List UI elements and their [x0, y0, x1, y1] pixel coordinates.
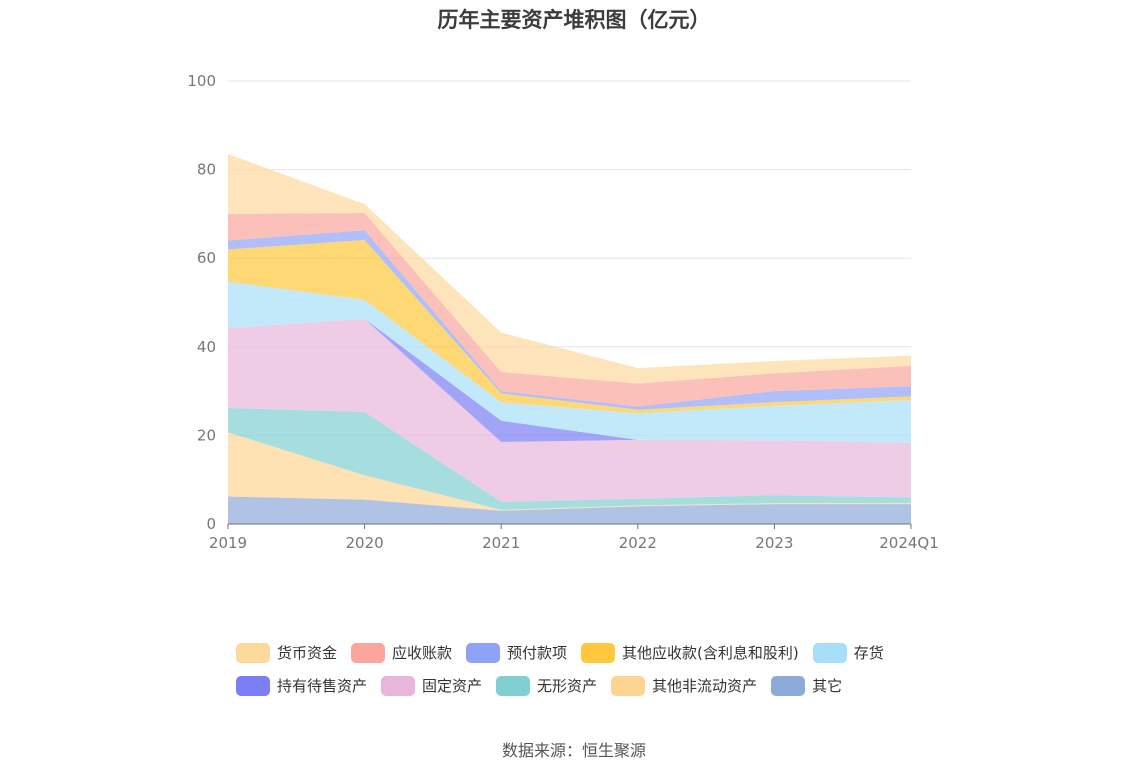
y-tick-label: 100 [187, 72, 216, 90]
x-tick-label: 2022 [619, 534, 657, 552]
area-series-其他非流动资产 [228, 432, 911, 511]
legend-label: 其他非流动资产 [652, 677, 758, 695]
legend-swatch [611, 675, 646, 696]
legend-label: 预付款项 [507, 644, 568, 662]
legend-item[interactable]: 应收账款 [351, 642, 452, 663]
x-tick-label: 2024Q1 [879, 534, 939, 552]
legend-swatch [466, 642, 501, 663]
x-tick-label: 2023 [755, 534, 793, 552]
y-tick-label: 20 [197, 426, 216, 444]
legend-label: 其他应收款(含利息和股利) [622, 644, 799, 662]
legend-swatch [771, 675, 806, 696]
legend-item[interactable]: 预付款项 [466, 642, 567, 663]
legend-label: 应收账款 [392, 644, 453, 662]
legend-row: 货币资金 应收账款 预付款项 其他应收款(含利息和股利) 存货 [236, 636, 936, 669]
legend-swatch [236, 642, 270, 663]
legend-label: 其它 [812, 677, 843, 695]
area-series-预付款项 [228, 230, 911, 410]
chart-title: 历年主要资产堆积图（亿元） [437, 8, 711, 32]
y-tick-label: 80 [197, 161, 216, 179]
stacked-area-chart: 0 20 40 60 80 100 2019 2020 2021 2022 2023 2024Q1 [187, 72, 938, 552]
x-tick-label: 2020 [346, 534, 384, 552]
legend-item[interactable]: 存货 [812, 642, 884, 663]
legend-item[interactable]: 无形资产 [496, 675, 597, 696]
x-tick-label: 2019 [209, 534, 247, 552]
area-series-存货 [228, 281, 911, 443]
legend-label: 存货 [853, 644, 884, 662]
legend-row: 持有待售资产 固定资产 无形资产 其他非流动资产 其它 [236, 669, 936, 702]
legend-swatch [236, 675, 270, 696]
y-tick-label: 40 [197, 338, 216, 356]
area-series-应收账款 [228, 213, 911, 407]
legend-swatch [812, 642, 847, 663]
area-series-货币资金 [228, 154, 911, 384]
legend-swatch [496, 675, 531, 696]
legend-label: 固定资产 [422, 677, 483, 695]
area-series-无形资产 [228, 407, 911, 510]
legend-label: 无形资产 [537, 677, 598, 695]
area-series-其他应收款(含利息和股利) [228, 240, 911, 414]
legend-item[interactable]: 其他非流动资产 [611, 675, 757, 696]
legend: 货币资金 应收账款 预付款项 其他应收款(含利息和股利) 存货 持有待售资产 固定资产 无形… [236, 636, 936, 702]
area-series-固定资产 [228, 318, 911, 502]
legend-swatch [351, 642, 386, 663]
legend-item[interactable]: 货币资金 [236, 642, 337, 663]
legend-label: 持有待售资产 [277, 677, 368, 695]
legend-item[interactable]: 其他应收款(含利息和股利) [581, 642, 799, 663]
x-tick-label: 2021 [482, 534, 520, 552]
legend-item[interactable]: 持有待售资产 [236, 675, 367, 696]
axis-layer: 0 20 40 60 80 100 2019 2020 2021 2022 2023 2024Q1 [187, 72, 938, 552]
area-series-layer [228, 154, 911, 524]
legend-swatch [581, 642, 616, 663]
legend-item[interactable]: 固定资产 [381, 675, 482, 696]
legend-label: 货币资金 [277, 644, 338, 662]
area-series-其它 [228, 496, 911, 524]
source-note: 数据来源：恒生聚源 [501, 741, 646, 760]
legend-item[interactable]: 其它 [771, 675, 842, 696]
y-tick-label: 0 [206, 515, 216, 533]
y-tick-label: 60 [197, 249, 216, 267]
legend-swatch [381, 675, 416, 696]
